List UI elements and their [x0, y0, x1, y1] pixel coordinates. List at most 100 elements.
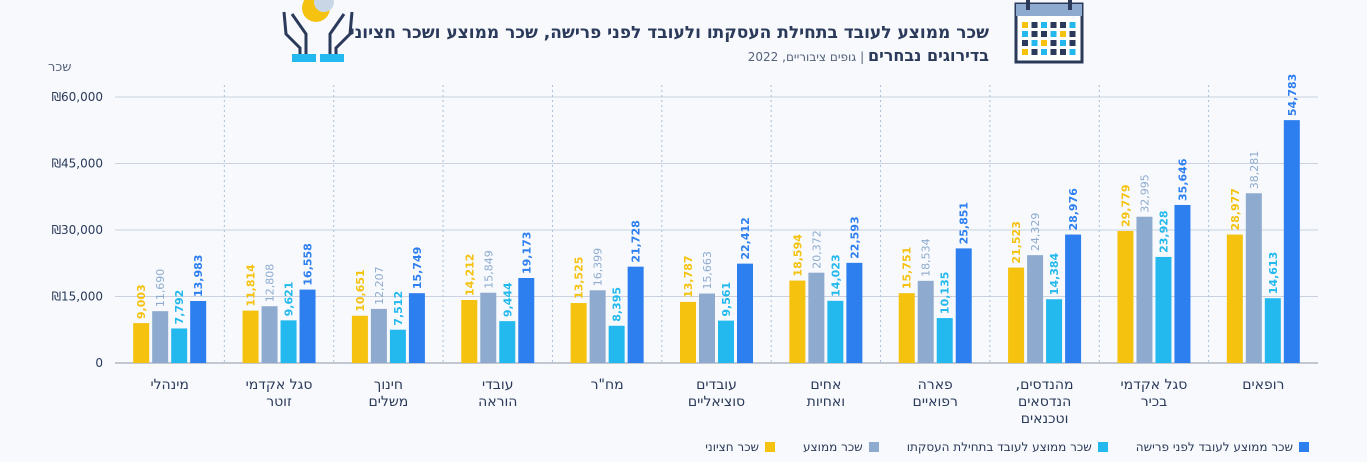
bar: [389, 329, 406, 363]
x-tick-label: ואחיות: [807, 394, 845, 410]
calendar-cell: [1060, 40, 1066, 46]
bar: [499, 321, 516, 363]
data-label: 13,525: [573, 257, 586, 299]
y-tick-label: 0: [95, 356, 103, 370]
data-label: 22,593: [848, 216, 861, 258]
calendar-cell: [1050, 22, 1057, 28]
bar: [518, 277, 535, 363]
data-label: 54,783: [1286, 74, 1299, 116]
data-label: 12,207: [373, 266, 386, 305]
x-tick-label: סוציאליים: [688, 394, 745, 410]
data-label: 15,663: [701, 251, 714, 290]
data-label: 13,787: [682, 255, 695, 297]
legend-label: שכר ממוצע לעובד לפני פרישה: [1135, 440, 1293, 454]
bar: [261, 306, 278, 363]
calendar-cell: [1031, 49, 1038, 55]
data-label: 10,651: [354, 269, 367, 311]
data-label: 23,928: [1157, 210, 1170, 252]
data-label: 7,792: [173, 290, 186, 325]
legend-swatch: [868, 442, 879, 452]
data-label: 19,173: [520, 232, 533, 274]
data-label: 9,444: [501, 282, 514, 317]
x-tick-label: עובדים: [696, 377, 737, 393]
data-label: 18,534: [920, 238, 933, 277]
calendar-cell: [1031, 22, 1038, 28]
chart-title-line2: בדירוגים נבחרים: [867, 46, 989, 65]
bar: [846, 262, 863, 363]
bar: [1174, 204, 1191, 363]
data-label: 15,749: [411, 247, 424, 289]
bar: [680, 301, 696, 363]
legend-item: שכר ממוצע לעובד בתחילת העסקתו: [907, 440, 1108, 454]
x-tick-label: סגל אקדמי: [246, 377, 313, 393]
bar: [936, 318, 953, 363]
bar: [190, 301, 207, 363]
bar: [1008, 267, 1025, 363]
data-label: 24,329: [1029, 213, 1042, 252]
bar: [827, 300, 844, 363]
hands-holding-coin-icon: [282, 0, 354, 62]
data-label: 9,621: [283, 282, 296, 317]
calendar-cell: [1031, 40, 1038, 46]
y-tick-label: ₪30,000: [52, 223, 103, 237]
bar: [1065, 234, 1082, 363]
bar: [699, 293, 715, 363]
bar: [461, 299, 478, 363]
data-label: 9,561: [720, 282, 733, 317]
data-label: 38,281: [1248, 151, 1261, 190]
bar: [1117, 230, 1134, 363]
data-label: 16,558: [302, 243, 315, 285]
legend-label: שכר חציוני: [705, 440, 760, 454]
bar: [242, 310, 259, 363]
chart-title: שכר ממוצע לעובד בתחילת העסקתו ולעובד לפנ…: [349, 23, 989, 43]
bar: [1027, 255, 1044, 363]
data-label: 21,523: [1010, 221, 1023, 263]
calendar-cell: [1041, 49, 1047, 55]
calendar-cell: [1060, 49, 1066, 55]
legend-item: שכר ממוצע לעובד לפני פרישה: [1136, 440, 1309, 454]
data-label: 35,646: [1176, 158, 1189, 201]
data-label: 9,003: [135, 284, 148, 319]
data-label: 12,808: [264, 264, 277, 303]
bar: [480, 292, 497, 363]
calendar-cell: [1022, 31, 1028, 37]
x-tick-label: זוטר: [266, 394, 292, 410]
data-label: 14,023: [829, 254, 842, 296]
x-tick-label: מהנדסים,: [1016, 377, 1074, 393]
legend-item: שכר ממוצע: [803, 440, 879, 454]
x-tick-label: סגל אקדמי: [1121, 377, 1188, 393]
bar: [1245, 193, 1262, 363]
x-tick-label: פארה: [918, 377, 953, 393]
calendar-cell: [1050, 40, 1057, 46]
calendar-cell: [1050, 31, 1057, 37]
x-tick-label: עובדי: [482, 377, 513, 393]
x-tick-label: בכיר: [1141, 394, 1168, 410]
data-label: 8,395: [611, 287, 624, 322]
data-label: 7,512: [392, 291, 405, 326]
bar: [351, 315, 368, 363]
data-label: 11,690: [154, 269, 167, 308]
calendar-icon: [1014, 0, 1084, 64]
x-tick-label: חינוך: [374, 377, 403, 393]
calendar-cell: [1060, 22, 1066, 28]
calendar-cell: [1069, 31, 1076, 37]
calendar-cell: [1031, 31, 1038, 37]
calendar-cell: [1041, 22, 1047, 28]
data-label: 16,399: [592, 248, 605, 287]
calendar-cell: [1041, 40, 1047, 46]
bar: [718, 320, 734, 363]
bar: [570, 303, 587, 363]
calendar-cell: [1069, 22, 1076, 28]
calendar-cell: [1069, 40, 1076, 46]
bar: [1136, 216, 1153, 363]
bar: [133, 323, 150, 363]
data-label: 13,983: [192, 255, 205, 297]
chart-subtitle-row: בדירוגים נבחרים | גופים ציבוריים, 2022: [350, 46, 989, 65]
title-block: שכר ממוצע לעובד בתחילת העסקתו ולעובד לפנ…: [350, 22, 989, 65]
data-label: 25,851: [958, 202, 971, 244]
legend-label: שכר ממוצע: [803, 440, 863, 454]
data-label: 32,995: [1138, 174, 1151, 213]
x-tick-label: וטכנאים: [1021, 411, 1069, 427]
x-tick-label: מינהלי: [150, 377, 188, 393]
calendar-cell: [1022, 49, 1028, 55]
